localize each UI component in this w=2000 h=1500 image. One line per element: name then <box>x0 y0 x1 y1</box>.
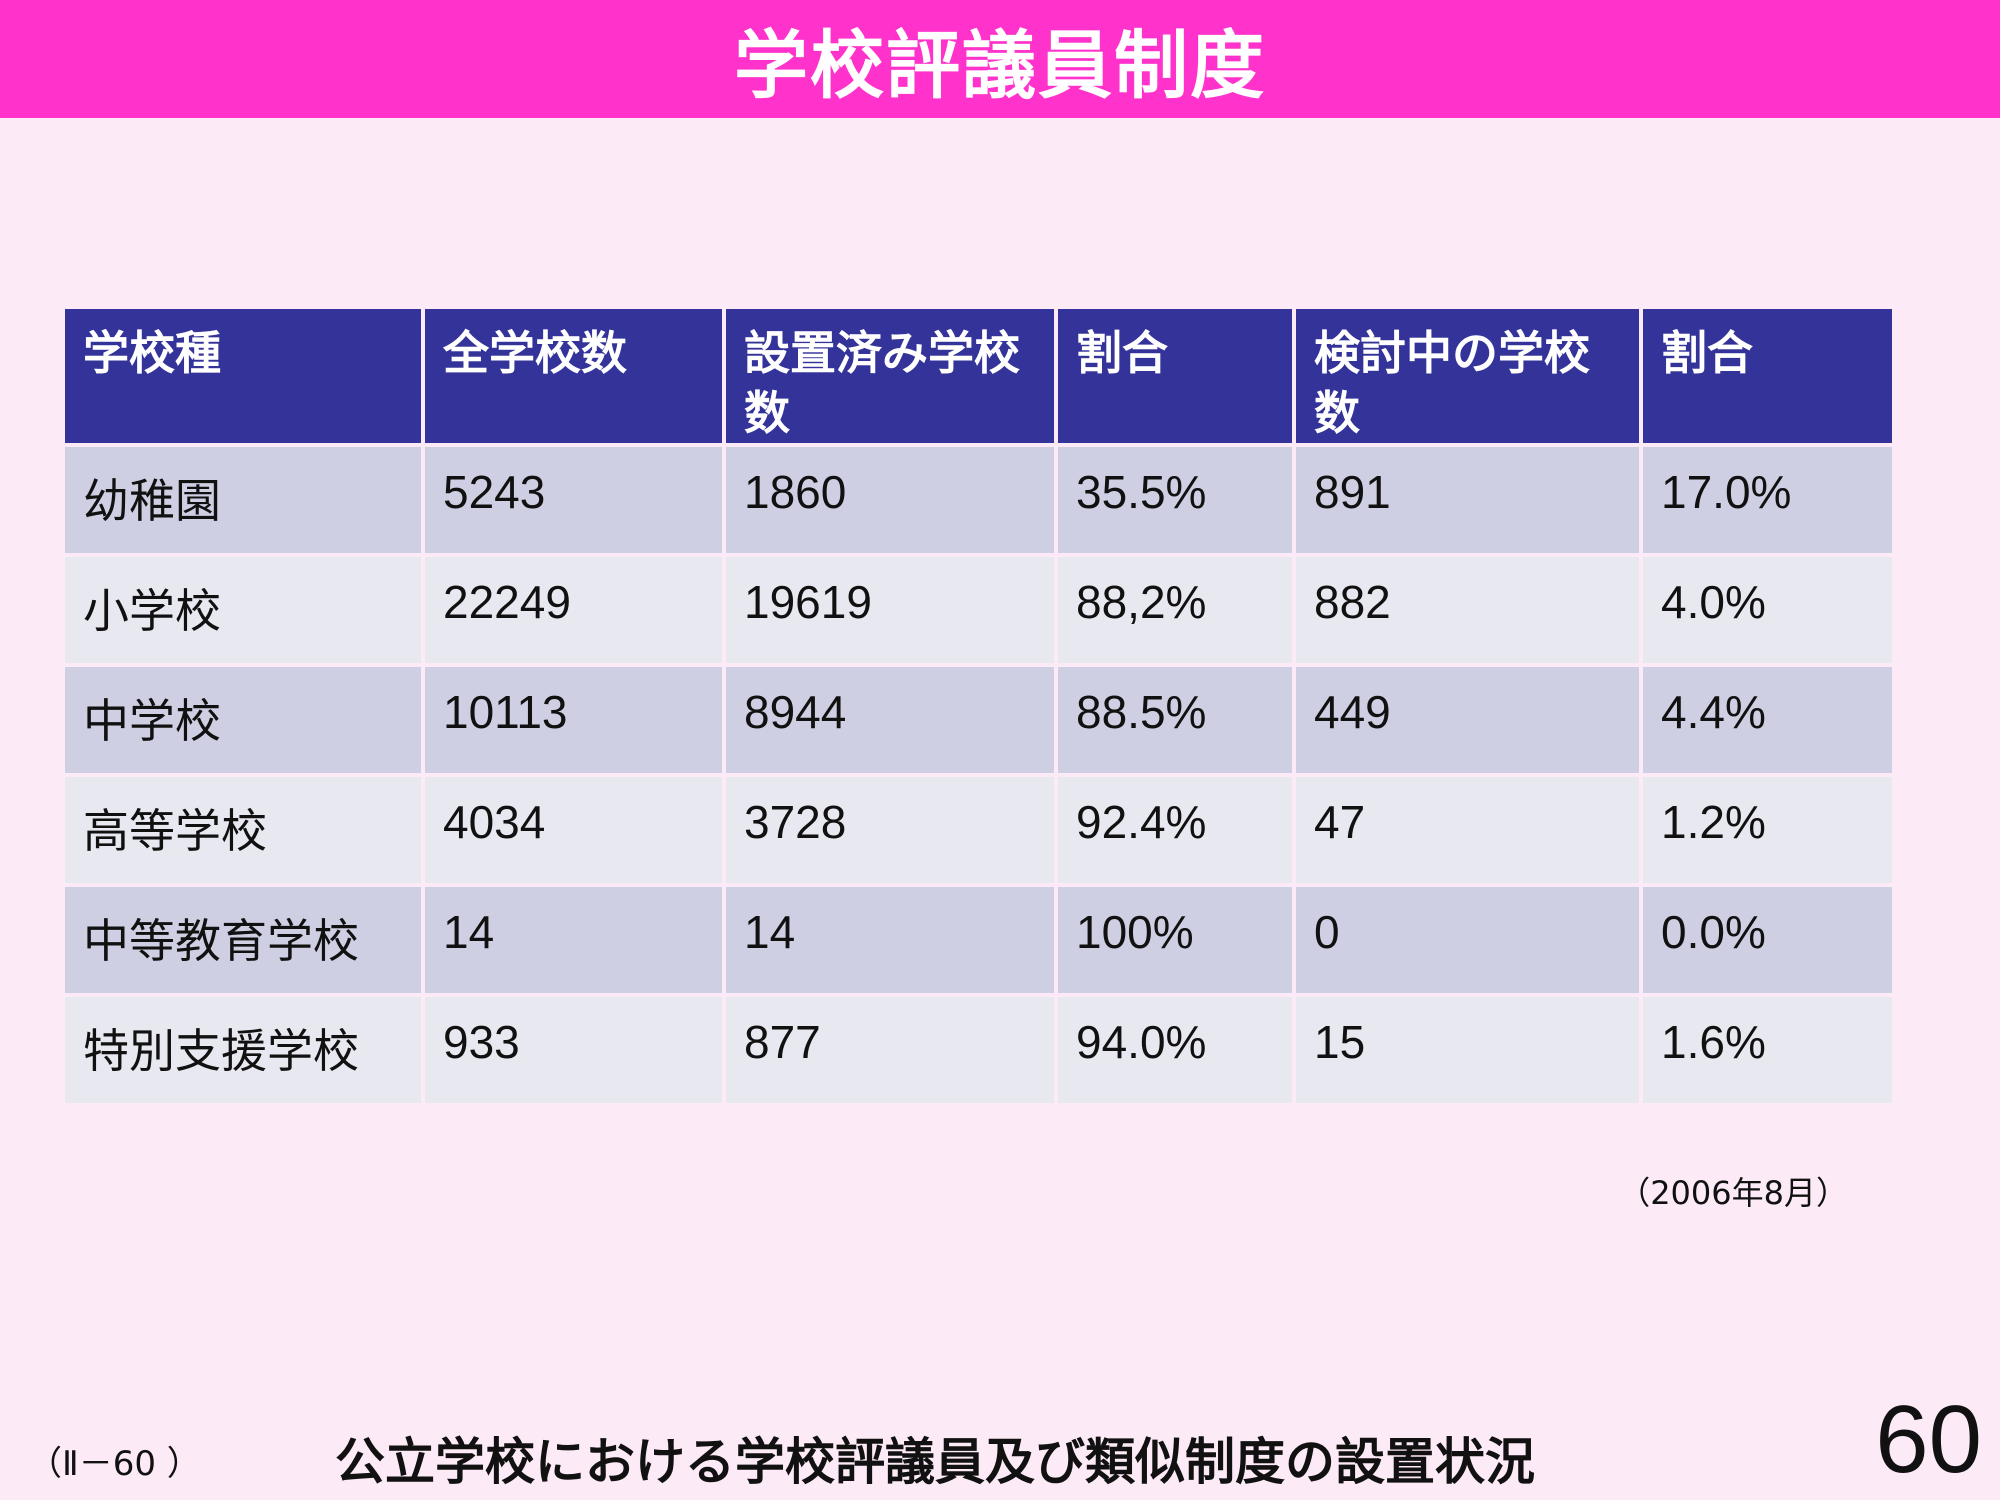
school-council-table: 学校種 全学校数 設置済み学校数 割合 検討中の学校数 割合 幼稚園 5243 … <box>61 305 1896 1107</box>
cell-established-ratio: 88.5% <box>1058 667 1292 773</box>
cell-school-type: 高等学校 <box>65 777 421 883</box>
cell-total: 14 <box>425 887 722 993</box>
cell-considering-ratio: 1.6% <box>1643 997 1892 1103</box>
cell-considering: 47 <box>1296 777 1639 883</box>
cell-established: 3728 <box>726 777 1054 883</box>
footer-code: （Ⅱ－60 ） <box>28 1444 201 1484</box>
page-title: 学校評議員制度 <box>734 22 1266 109</box>
page-number: 60 <box>1875 1386 1982 1493</box>
header-considering-ratio: 割合 <box>1643 309 1892 443</box>
table-row: 中等教育学校 14 14 100% 0 0.0% <box>65 887 1892 993</box>
cell-considering: 15 <box>1296 997 1639 1103</box>
cell-considering-ratio: 17.0% <box>1643 447 1892 553</box>
table-row: 中学校 10113 8944 88.5% 449 4.4% <box>65 667 1892 773</box>
header-total-schools: 全学校数 <box>425 309 722 443</box>
cell-school-type: 小学校 <box>65 557 421 663</box>
cell-established: 877 <box>726 997 1054 1103</box>
date-note: （2006年8月） <box>1618 1174 1848 1212</box>
cell-established-ratio: 94.0% <box>1058 997 1292 1103</box>
cell-considering: 0 <box>1296 887 1639 993</box>
cell-established-ratio: 35.5% <box>1058 447 1292 553</box>
cell-established: 8944 <box>726 667 1054 773</box>
cell-considering: 449 <box>1296 667 1639 773</box>
table-row: 幼稚園 5243 1860 35.5% 891 17.0% <box>65 447 1892 553</box>
cell-school-type: 中等教育学校 <box>65 887 421 993</box>
cell-considering: 891 <box>1296 447 1639 553</box>
cell-considering-ratio: 4.4% <box>1643 667 1892 773</box>
cell-total: 5243 <box>425 447 722 553</box>
table-row: 小学校 22249 19619 88,2% 882 4.0% <box>65 557 1892 663</box>
cell-total: 22249 <box>425 557 722 663</box>
cell-established: 19619 <box>726 557 1054 663</box>
cell-school-type: 中学校 <box>65 667 421 773</box>
cell-school-type: 幼稚園 <box>65 447 421 553</box>
cell-established-ratio: 88,2% <box>1058 557 1292 663</box>
cell-considering-ratio: 1.2% <box>1643 777 1892 883</box>
cell-established-ratio: 92.4% <box>1058 777 1292 883</box>
header-school-type: 学校種 <box>65 309 421 443</box>
cell-considering-ratio: 0.0% <box>1643 887 1892 993</box>
cell-total: 933 <box>425 997 722 1103</box>
title-bar: 学校評議員制度 <box>0 0 2000 118</box>
cell-established: 1860 <box>726 447 1054 553</box>
table-header-row: 学校種 全学校数 設置済み学校数 割合 検討中の学校数 割合 <box>65 309 1892 443</box>
cell-considering: 882 <box>1296 557 1639 663</box>
cell-considering-ratio: 4.0% <box>1643 557 1892 663</box>
cell-total: 10113 <box>425 667 722 773</box>
footer-title: 公立学校における学校評議員及び類似制度の設置状況 <box>335 1433 1535 1491</box>
cell-total: 4034 <box>425 777 722 883</box>
cell-school-type: 特別支援学校 <box>65 997 421 1103</box>
cell-established: 14 <box>726 887 1054 993</box>
table-row: 特別支援学校 933 877 94.0% 15 1.6% <box>65 997 1892 1103</box>
table-row: 高等学校 4034 3728 92.4% 47 1.2% <box>65 777 1892 883</box>
header-established-schools: 設置済み学校数 <box>726 309 1054 443</box>
header-considering-schools: 検討中の学校数 <box>1296 309 1639 443</box>
cell-established-ratio: 100% <box>1058 887 1292 993</box>
header-established-ratio: 割合 <box>1058 309 1292 443</box>
